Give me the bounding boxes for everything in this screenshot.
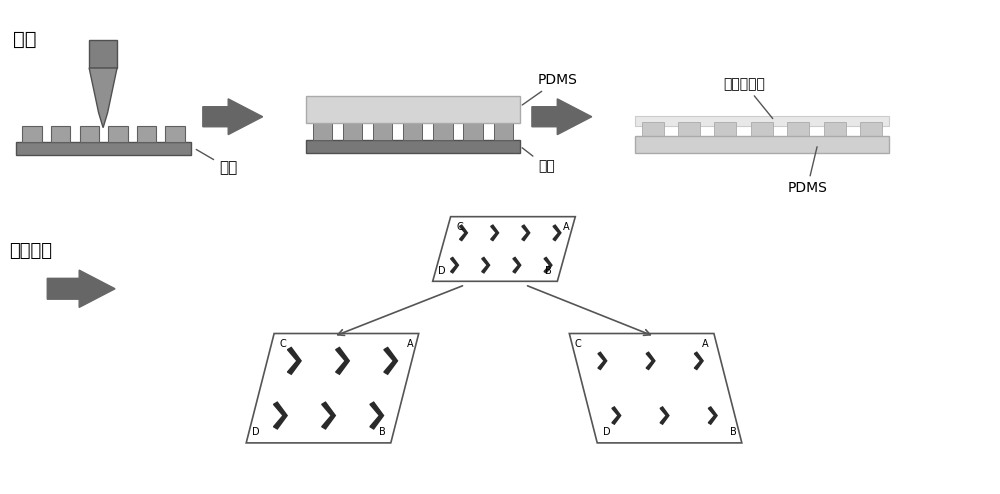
Polygon shape xyxy=(433,217,575,281)
Bar xyxy=(635,116,889,125)
Polygon shape xyxy=(451,257,458,273)
Bar xyxy=(80,125,99,142)
Bar xyxy=(306,140,520,153)
Polygon shape xyxy=(598,352,607,370)
Text: B: B xyxy=(730,427,736,437)
Text: A: A xyxy=(702,339,708,349)
Polygon shape xyxy=(89,68,117,127)
Polygon shape xyxy=(322,402,335,429)
Bar xyxy=(343,123,362,140)
Bar xyxy=(89,40,117,68)
Polygon shape xyxy=(482,257,490,273)
Bar xyxy=(787,122,809,136)
Polygon shape xyxy=(553,225,561,241)
Text: C: C xyxy=(280,339,286,349)
Bar xyxy=(860,122,882,136)
Polygon shape xyxy=(274,402,287,429)
Bar xyxy=(16,142,191,155)
Text: D: D xyxy=(438,266,446,276)
Text: 硅片: 硅片 xyxy=(522,148,555,173)
Text: B: B xyxy=(545,266,552,276)
Bar xyxy=(313,123,332,140)
Text: B: B xyxy=(379,427,385,437)
Polygon shape xyxy=(569,333,742,443)
Bar xyxy=(642,122,664,136)
Bar xyxy=(714,122,736,136)
Polygon shape xyxy=(246,333,419,443)
Bar xyxy=(824,122,846,136)
Polygon shape xyxy=(612,407,621,424)
Text: D: D xyxy=(603,427,610,437)
Polygon shape xyxy=(47,270,115,307)
Bar xyxy=(463,123,483,140)
Polygon shape xyxy=(694,352,703,370)
Text: D: D xyxy=(252,427,259,437)
Polygon shape xyxy=(203,99,263,135)
Text: C: C xyxy=(456,222,463,232)
Bar xyxy=(22,125,42,142)
Polygon shape xyxy=(544,257,552,273)
Bar xyxy=(751,122,773,136)
Bar xyxy=(678,122,700,136)
Polygon shape xyxy=(384,347,398,374)
Polygon shape xyxy=(522,225,530,241)
Polygon shape xyxy=(708,407,717,424)
Polygon shape xyxy=(336,347,349,374)
Bar xyxy=(108,125,128,142)
Bar xyxy=(494,123,513,140)
Text: 硅片: 硅片 xyxy=(196,150,237,175)
Polygon shape xyxy=(370,402,384,429)
Polygon shape xyxy=(660,407,669,424)
Text: 二甲基硫油: 二甲基硫油 xyxy=(724,77,773,119)
Polygon shape xyxy=(460,225,467,241)
Text: 光刻: 光刻 xyxy=(13,30,37,49)
Text: A: A xyxy=(563,222,570,232)
Polygon shape xyxy=(532,99,592,135)
Bar xyxy=(306,96,520,123)
Text: A: A xyxy=(407,339,413,349)
Polygon shape xyxy=(513,257,521,273)
Polygon shape xyxy=(646,352,655,370)
Text: 电场控制: 电场控制 xyxy=(9,242,52,260)
Bar xyxy=(165,125,185,142)
Bar xyxy=(433,123,453,140)
Text: C: C xyxy=(575,339,582,349)
Text: PDMS: PDMS xyxy=(522,73,578,105)
Bar xyxy=(635,136,889,153)
Bar xyxy=(51,125,70,142)
Bar xyxy=(373,123,392,140)
Bar xyxy=(403,123,422,140)
Bar xyxy=(137,125,156,142)
Polygon shape xyxy=(287,347,301,374)
Polygon shape xyxy=(491,225,499,241)
Text: PDMS: PDMS xyxy=(787,147,827,195)
